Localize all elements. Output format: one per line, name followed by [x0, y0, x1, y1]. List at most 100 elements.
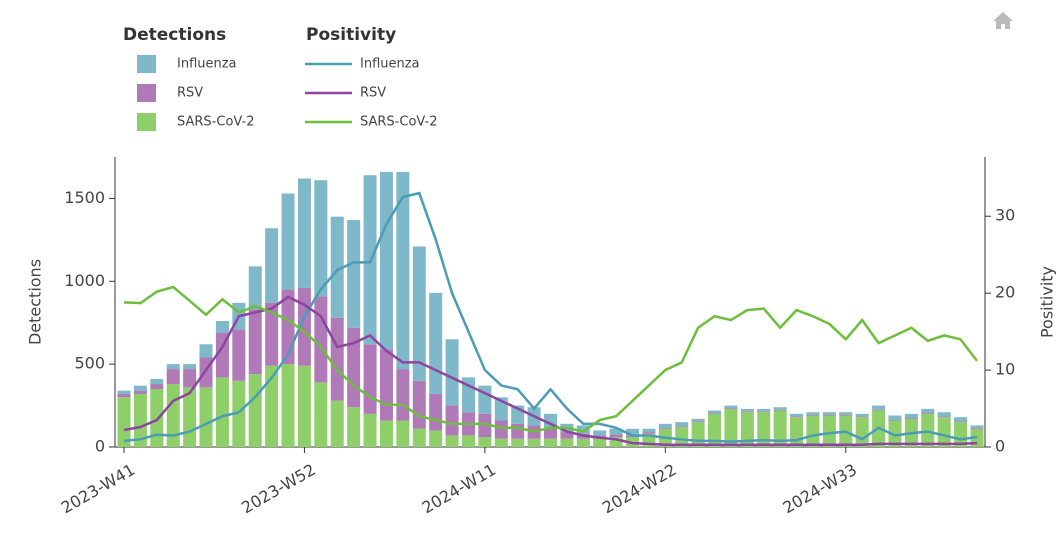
bar-segment: [954, 422, 968, 447]
bar-segment: [790, 413, 804, 417]
bar-segment: [773, 409, 787, 411]
bar-segment: [593, 438, 607, 447]
home-icon[interactable]: [993, 12, 1013, 29]
bar-segment: [790, 417, 804, 447]
bar-segment: [773, 410, 787, 447]
bar-segment: [330, 400, 344, 447]
bar-segment: [330, 317, 344, 401]
bar-segment: [396, 369, 410, 421]
bar-segment: [872, 405, 886, 410]
legend-swatch: [137, 84, 156, 102]
legend-label: Influenza: [360, 57, 420, 72]
line-series: [123, 285, 978, 433]
bar-segment: [265, 228, 279, 303]
bar-segment: [691, 422, 705, 447]
bar-segment: [265, 365, 279, 447]
bar-segment: [904, 413, 918, 418]
bar-segment: [642, 428, 656, 433]
bar-segment: [937, 417, 951, 447]
bar-segment: [806, 412, 820, 415]
legend-label: SARS-CoV-2: [177, 115, 255, 130]
legend-title: Detections: [123, 25, 226, 45]
bar-segment: [954, 421, 968, 423]
y2-tick-label: 30: [995, 206, 1015, 225]
bar-segment: [576, 425, 590, 434]
y-tick-label: 1000: [64, 271, 105, 290]
bar-segment: [248, 266, 262, 310]
bar-segment: [183, 369, 197, 388]
bar-segment: [215, 332, 229, 378]
y-tick-label: 0: [95, 437, 105, 456]
bar-segment: [675, 427, 689, 447]
bar-segment: [347, 407, 361, 447]
bar-segment: [855, 413, 869, 417]
x-tick-label: 2024-W22: [599, 460, 680, 517]
bar-segment: [757, 411, 771, 413]
bar-segment: [773, 407, 787, 410]
bar-segment: [560, 438, 574, 447]
y-tick-label: 500: [74, 354, 105, 373]
bar-segment: [429, 430, 443, 447]
y2-tick-label: 0: [995, 437, 1005, 456]
y2-tick-label: 10: [995, 360, 1015, 379]
bar-segment: [461, 435, 475, 447]
bar-segment: [166, 364, 180, 370]
bar-segment: [593, 430, 607, 436]
bar-segment: [199, 387, 213, 447]
x-tick-label: 2024-W33: [779, 460, 860, 517]
bar-segment: [921, 408, 935, 414]
bar-segment: [314, 382, 328, 447]
bar-segment: [363, 413, 377, 447]
bar-segment: [199, 344, 213, 358]
bar-segment: [626, 428, 640, 436]
bar-segment: [150, 389, 164, 447]
bar-segment: [511, 423, 525, 439]
bar-segment: [642, 432, 656, 434]
bar-segment: [133, 385, 147, 391]
bar-segment: [822, 415, 836, 447]
bar-segment: [970, 427, 984, 429]
bar-segment: [215, 321, 229, 333]
bar-segment: [609, 437, 623, 447]
legend-title: Positivity: [306, 25, 396, 45]
legend-label: RSV: [177, 86, 203, 101]
bar-segment: [511, 438, 525, 447]
bar-segment: [822, 412, 836, 415]
bar-segment: [445, 435, 459, 447]
bar-segment: [937, 412, 951, 417]
legend-swatch: [137, 55, 156, 73]
bar-segment: [330, 216, 344, 318]
legend-label: Influenza: [177, 57, 237, 72]
bar-segment: [494, 438, 508, 447]
bar-segment: [379, 420, 393, 447]
bar-segment: [494, 420, 508, 439]
bar-segment: [757, 412, 771, 447]
bar-segment: [658, 427, 672, 429]
bar-segment: [740, 412, 754, 447]
bar-segment: [117, 397, 131, 447]
x-tick-label: 2023-W41: [58, 460, 139, 517]
bar-segment: [166, 369, 180, 385]
bar-segment: [412, 246, 426, 381]
bar-segment: [544, 428, 557, 439]
bar-segment: [281, 193, 295, 290]
bar-segment: [363, 344, 377, 414]
bar-segment: [888, 420, 902, 447]
bar-segment: [215, 377, 229, 447]
bar-segment: [379, 349, 393, 421]
bar-segment: [740, 408, 754, 412]
bar-segment: [412, 428, 426, 447]
bar-segment: [658, 423, 672, 428]
bar-segment: [117, 390, 131, 394]
bar-segment: [724, 408, 738, 409]
legend-label: SARS-CoV-2: [360, 115, 438, 130]
bar-segment: [691, 421, 705, 423]
bar-segment: [297, 365, 311, 447]
bar-segment: [576, 438, 590, 447]
bar-segment: [183, 364, 197, 370]
bar-segment: [560, 432, 574, 439]
bar-segment: [822, 414, 836, 416]
bar-segment: [609, 434, 623, 438]
bar-segment: [265, 302, 279, 366]
